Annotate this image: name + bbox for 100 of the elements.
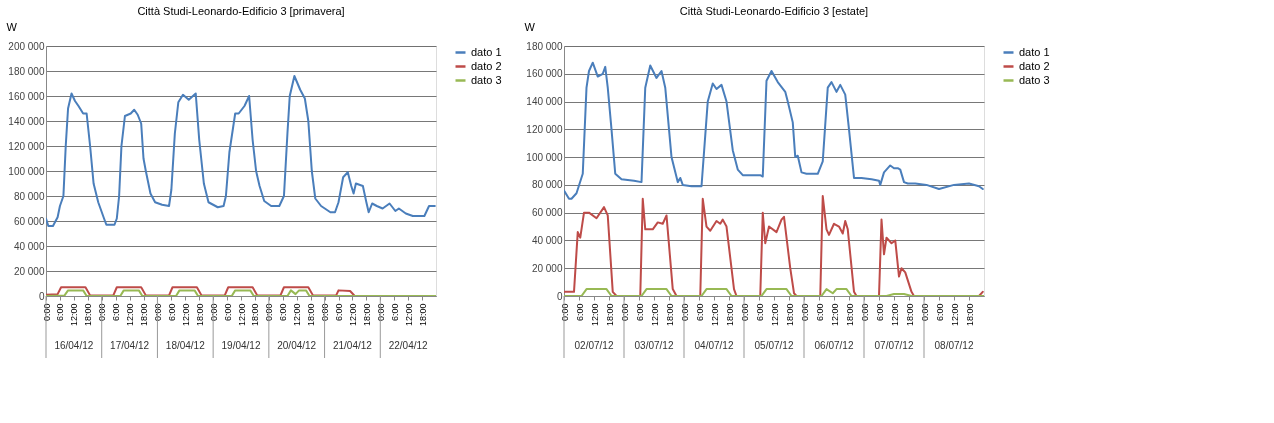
x-tick-label: 6:00 [754,303,765,322]
x-tick-label: 6:00 [222,303,233,322]
x-tick-label: 18:00 [306,303,317,327]
y-tick-label: 100 000 [8,165,45,177]
y-tick-label: 40 000 [13,240,45,252]
x-tick-label: 0:00 [97,303,108,322]
y-tick-label: 100 000 [526,151,563,163]
x-tick-label: 0:00 [320,303,331,322]
legend-label: dato 1 [471,45,502,58]
y-tick-label: 80 000 [531,179,563,191]
y-tick-label: 120 000 [526,123,563,135]
y-tick-label: 80 000 [13,190,45,202]
text: 02/07/12 [574,340,614,351]
x-tick-label: 0:00 [264,303,275,322]
x-tick-label: 18:00 [194,303,205,327]
x-tick-label: 18:00 [361,303,372,327]
x-tick-label: 6:00 [334,303,344,322]
legend-label: dato 2 [1019,59,1050,72]
x-tick-label: 18:00 [604,303,615,327]
x-tick-label: 12:00 [403,303,414,327]
x-tick-label: 0:00 [739,303,750,322]
x-tick-label: 18:00 [664,303,675,327]
x-tick-label: 12:00 [125,303,136,327]
x-tick-label: 6:00 [166,303,177,322]
text: 08/07/12 [934,340,974,351]
y-tick-label: 0 [556,290,563,302]
x-tick-label: 12:00 [69,303,80,327]
x-tick-label: 6:00 [111,303,122,322]
x-tick-label: 18:00 [964,303,975,327]
x-tick-label: 12:00 [347,303,358,327]
x-tick-label: 6:00 [694,303,705,322]
y-tick-label: 60 000 [13,215,45,227]
x-tick-label: 0:00 [919,303,930,322]
text: 06/07/12 [814,340,854,351]
x-tick-label: 0:00 [799,303,810,322]
text: 05/07/12 [754,340,794,351]
x-tick-label: 6:00 [389,303,400,322]
x-tick-label: 18:00 [844,303,855,327]
y-tick-label: 20 000 [13,265,45,277]
y-tick-label: 120 000 [8,140,45,152]
y-tick-label: 140 000 [526,96,563,108]
x-tick-label: 6:00 [874,303,885,322]
x-tick-label: 0:00 [208,303,219,322]
y-tick-label: 0 [38,290,45,302]
y-tick-label: 180 000 [8,65,45,77]
x-tick-label: 12:00 [292,303,303,327]
x-tick-label: 18:00 [83,303,94,327]
x-tick-label: 12:00 [829,303,840,327]
x-tick-label: 12:00 [949,303,960,327]
y-tick-label: 140 000 [8,115,45,127]
x-tick-label: 6:00 [814,303,825,322]
x-tick-label: 0:00 [619,303,630,322]
text: 16/04/12 [54,340,94,351]
text: 03/07/12 [634,340,674,351]
legend-label: dato 3 [1019,73,1050,86]
x-tick-label: 12:00 [180,303,191,327]
y-tick-label: 160 000 [8,90,45,102]
legend-label: dato 1 [1019,45,1050,58]
x-tick-label: 6:00 [934,303,945,322]
x-tick-label: 6:00 [278,303,289,322]
y-tick-label: 40 000 [531,234,563,246]
text: 07/07/12 [874,340,914,351]
text: 04/07/12 [694,340,734,351]
x-tick-label: 0:00 [41,303,52,322]
x-tick-label: 0:00 [375,303,386,322]
x-tick-label: 12:00 [589,303,600,327]
text: 21/04/12 [332,340,373,351]
y-tick-label: 200 000 [8,40,45,52]
x-tick-label: 18:00 [250,303,261,327]
chart-title: Città Studi-Leonardo-Edificio 3 [estate] [679,5,869,17]
x-tick-label: 18:00 [784,303,795,327]
x-tick-label: 6:00 [634,303,645,322]
x-tick-label: 12:00 [236,303,247,327]
x-tick-label: 18:00 [724,303,735,327]
y-tick-label: 60 000 [531,207,563,219]
chart-title: Città Studi-Leonardo-Edificio 3 [primavera] [137,5,345,17]
x-tick-label: 6:00 [574,303,585,322]
x-tick-label: 0:00 [559,303,570,322]
legend-label: dato 3 [471,73,502,86]
text: 19/04/12 [221,340,261,351]
x-tick-label: 0:00 [152,303,163,322]
x-tick-label: 18:00 [139,303,149,327]
text: 22/04/12 [388,340,429,351]
y-axis-title: W [6,20,18,33]
y-tick-label: 160 000 [526,68,563,80]
text: 18/04/12 [165,340,206,351]
x-tick-label: 12:00 [889,303,900,327]
y-tick-label: 20 000 [531,262,563,274]
text: 20/04/12 [277,340,317,351]
x-tick-label: 0:00 [679,303,690,322]
x-tick-label: 18:00 [904,303,915,327]
y-tick-label: 180 000 [526,40,563,52]
legend-label: dato 2 [471,59,502,72]
x-tick-label: 0:00 [859,303,870,322]
y-axis-title: W [524,20,536,33]
x-tick-label: 6:00 [55,303,66,322]
x-tick-label: 12:00 [709,303,720,327]
x-tick-label: 12:00 [649,303,660,327]
x-tick-label: 12:00 [769,303,780,327]
text: 17/04/12 [110,340,150,351]
